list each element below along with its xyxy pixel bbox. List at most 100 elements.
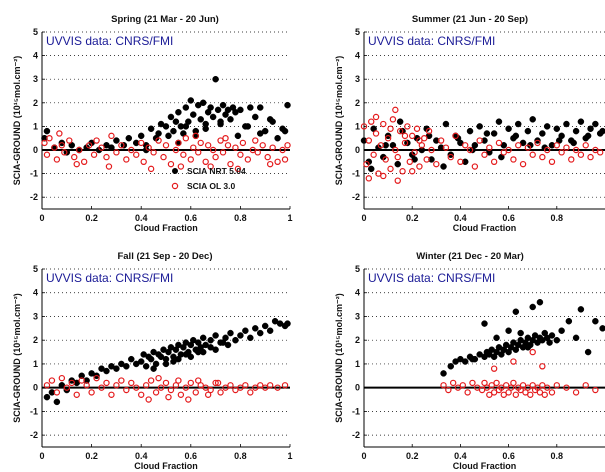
data-point xyxy=(187,156,194,163)
data-point xyxy=(214,379,222,387)
y-tick-label: 3 xyxy=(355,311,360,321)
data-point xyxy=(103,153,110,161)
data-point xyxy=(257,382,264,389)
data-point xyxy=(234,165,242,173)
data-point xyxy=(202,125,209,133)
data-point xyxy=(500,346,508,353)
data-point xyxy=(512,308,520,315)
x-tick-label: 0.6 xyxy=(502,451,515,461)
data-point xyxy=(512,132,520,140)
data-point xyxy=(132,139,140,147)
y-tick-label: -1 xyxy=(30,406,38,416)
data-point xyxy=(53,398,61,406)
data-point xyxy=(237,384,244,391)
y-tick-label: 2 xyxy=(355,335,360,345)
series-nrt xyxy=(41,75,291,156)
data-point xyxy=(387,165,394,173)
data-point xyxy=(137,391,145,398)
data-point xyxy=(43,393,51,401)
data-point xyxy=(529,151,536,158)
y-tick-label: 2 xyxy=(33,98,38,108)
data-point xyxy=(502,382,510,389)
data-point xyxy=(252,384,259,391)
data-point xyxy=(584,132,592,140)
data-point xyxy=(462,142,469,149)
x-tick-label: 0.6 xyxy=(502,213,515,223)
data-point xyxy=(510,358,517,365)
data-point xyxy=(182,134,190,142)
data-point xyxy=(108,144,115,151)
data-point xyxy=(428,156,435,163)
data-point xyxy=(478,386,486,394)
x-tick-label: 0 xyxy=(361,451,366,461)
data-point xyxy=(254,149,261,156)
data-point xyxy=(529,348,536,356)
series-ol xyxy=(360,106,604,184)
x-tick-label: 1 xyxy=(287,451,292,461)
data-point xyxy=(541,391,548,398)
data-point xyxy=(372,113,380,121)
data-point xyxy=(113,149,120,156)
data-point xyxy=(88,389,95,396)
data-point xyxy=(249,146,256,154)
data-point xyxy=(365,175,373,182)
y-tick-label: 3 xyxy=(355,74,360,84)
data-point xyxy=(281,127,289,135)
data-point xyxy=(133,384,140,391)
data-point xyxy=(194,348,202,356)
data-point xyxy=(175,108,182,116)
data-point xyxy=(464,389,471,396)
data-point xyxy=(416,137,423,144)
data-point xyxy=(162,142,170,149)
data-point xyxy=(558,327,565,334)
series-nrt xyxy=(43,317,291,406)
data-point xyxy=(93,137,100,144)
data-point xyxy=(137,139,145,147)
y-tick-label: 5 xyxy=(33,27,38,37)
data-point xyxy=(572,389,580,396)
data-point xyxy=(394,177,401,184)
data-point xyxy=(457,158,464,165)
data-point xyxy=(582,382,589,389)
data-point xyxy=(256,130,264,137)
data-point xyxy=(505,327,512,334)
data-point xyxy=(284,142,291,149)
data-point xyxy=(409,168,416,175)
y-tick-label: 5 xyxy=(355,27,360,37)
data-point xyxy=(469,355,476,363)
data-point xyxy=(266,327,274,334)
data-point xyxy=(387,125,394,132)
data-point xyxy=(217,120,224,128)
data-point xyxy=(264,153,271,161)
data-point xyxy=(539,363,546,370)
data-point xyxy=(495,139,503,147)
data-point xyxy=(207,386,214,394)
y-tick-label: 3 xyxy=(33,311,38,321)
x-tick-label: 0.2 xyxy=(85,451,98,461)
x-tick-label: 0.8 xyxy=(234,451,247,461)
data-point xyxy=(584,348,592,356)
data-point xyxy=(204,391,212,398)
data-point xyxy=(242,327,249,334)
data-point xyxy=(394,153,401,161)
data-point xyxy=(234,132,242,140)
data-point xyxy=(553,125,561,133)
data-point xyxy=(505,389,512,396)
data-point xyxy=(543,146,551,154)
data-point xyxy=(572,334,580,342)
data-point xyxy=(522,389,529,396)
data-point xyxy=(413,125,421,132)
data-point xyxy=(137,358,145,365)
data-point xyxy=(587,125,594,133)
data-point xyxy=(486,144,493,151)
data-point xyxy=(281,156,289,163)
data-point xyxy=(269,144,276,151)
data-point xyxy=(461,358,469,365)
data-source-note: UVVIS data: CNRS/FMI xyxy=(46,271,173,285)
data-point xyxy=(534,384,541,391)
data-point xyxy=(490,389,498,396)
data-point xyxy=(256,104,264,111)
data-point xyxy=(592,120,599,128)
data-point xyxy=(105,163,113,170)
